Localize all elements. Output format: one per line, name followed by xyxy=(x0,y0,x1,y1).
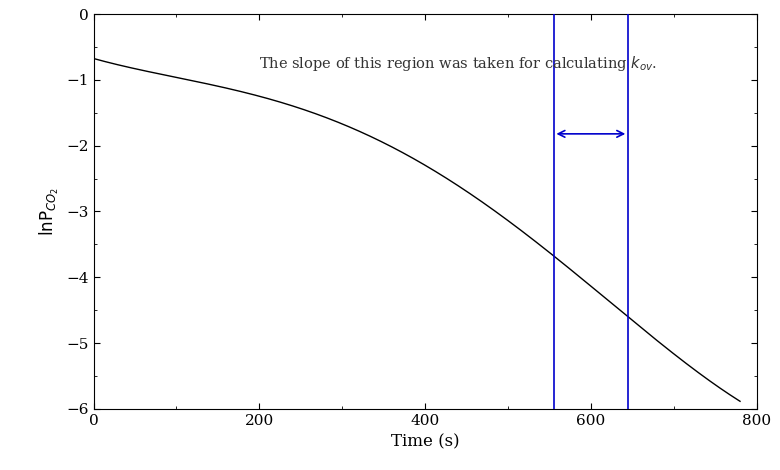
Y-axis label: $\mathrm{lnP}_{CO_2}$: $\mathrm{lnP}_{CO_2}$ xyxy=(37,187,61,236)
Text: The slope of this region was taken for calculating $k_{ov}$.: The slope of this region was taken for c… xyxy=(259,54,658,72)
X-axis label: Time (s): Time (s) xyxy=(391,433,459,450)
